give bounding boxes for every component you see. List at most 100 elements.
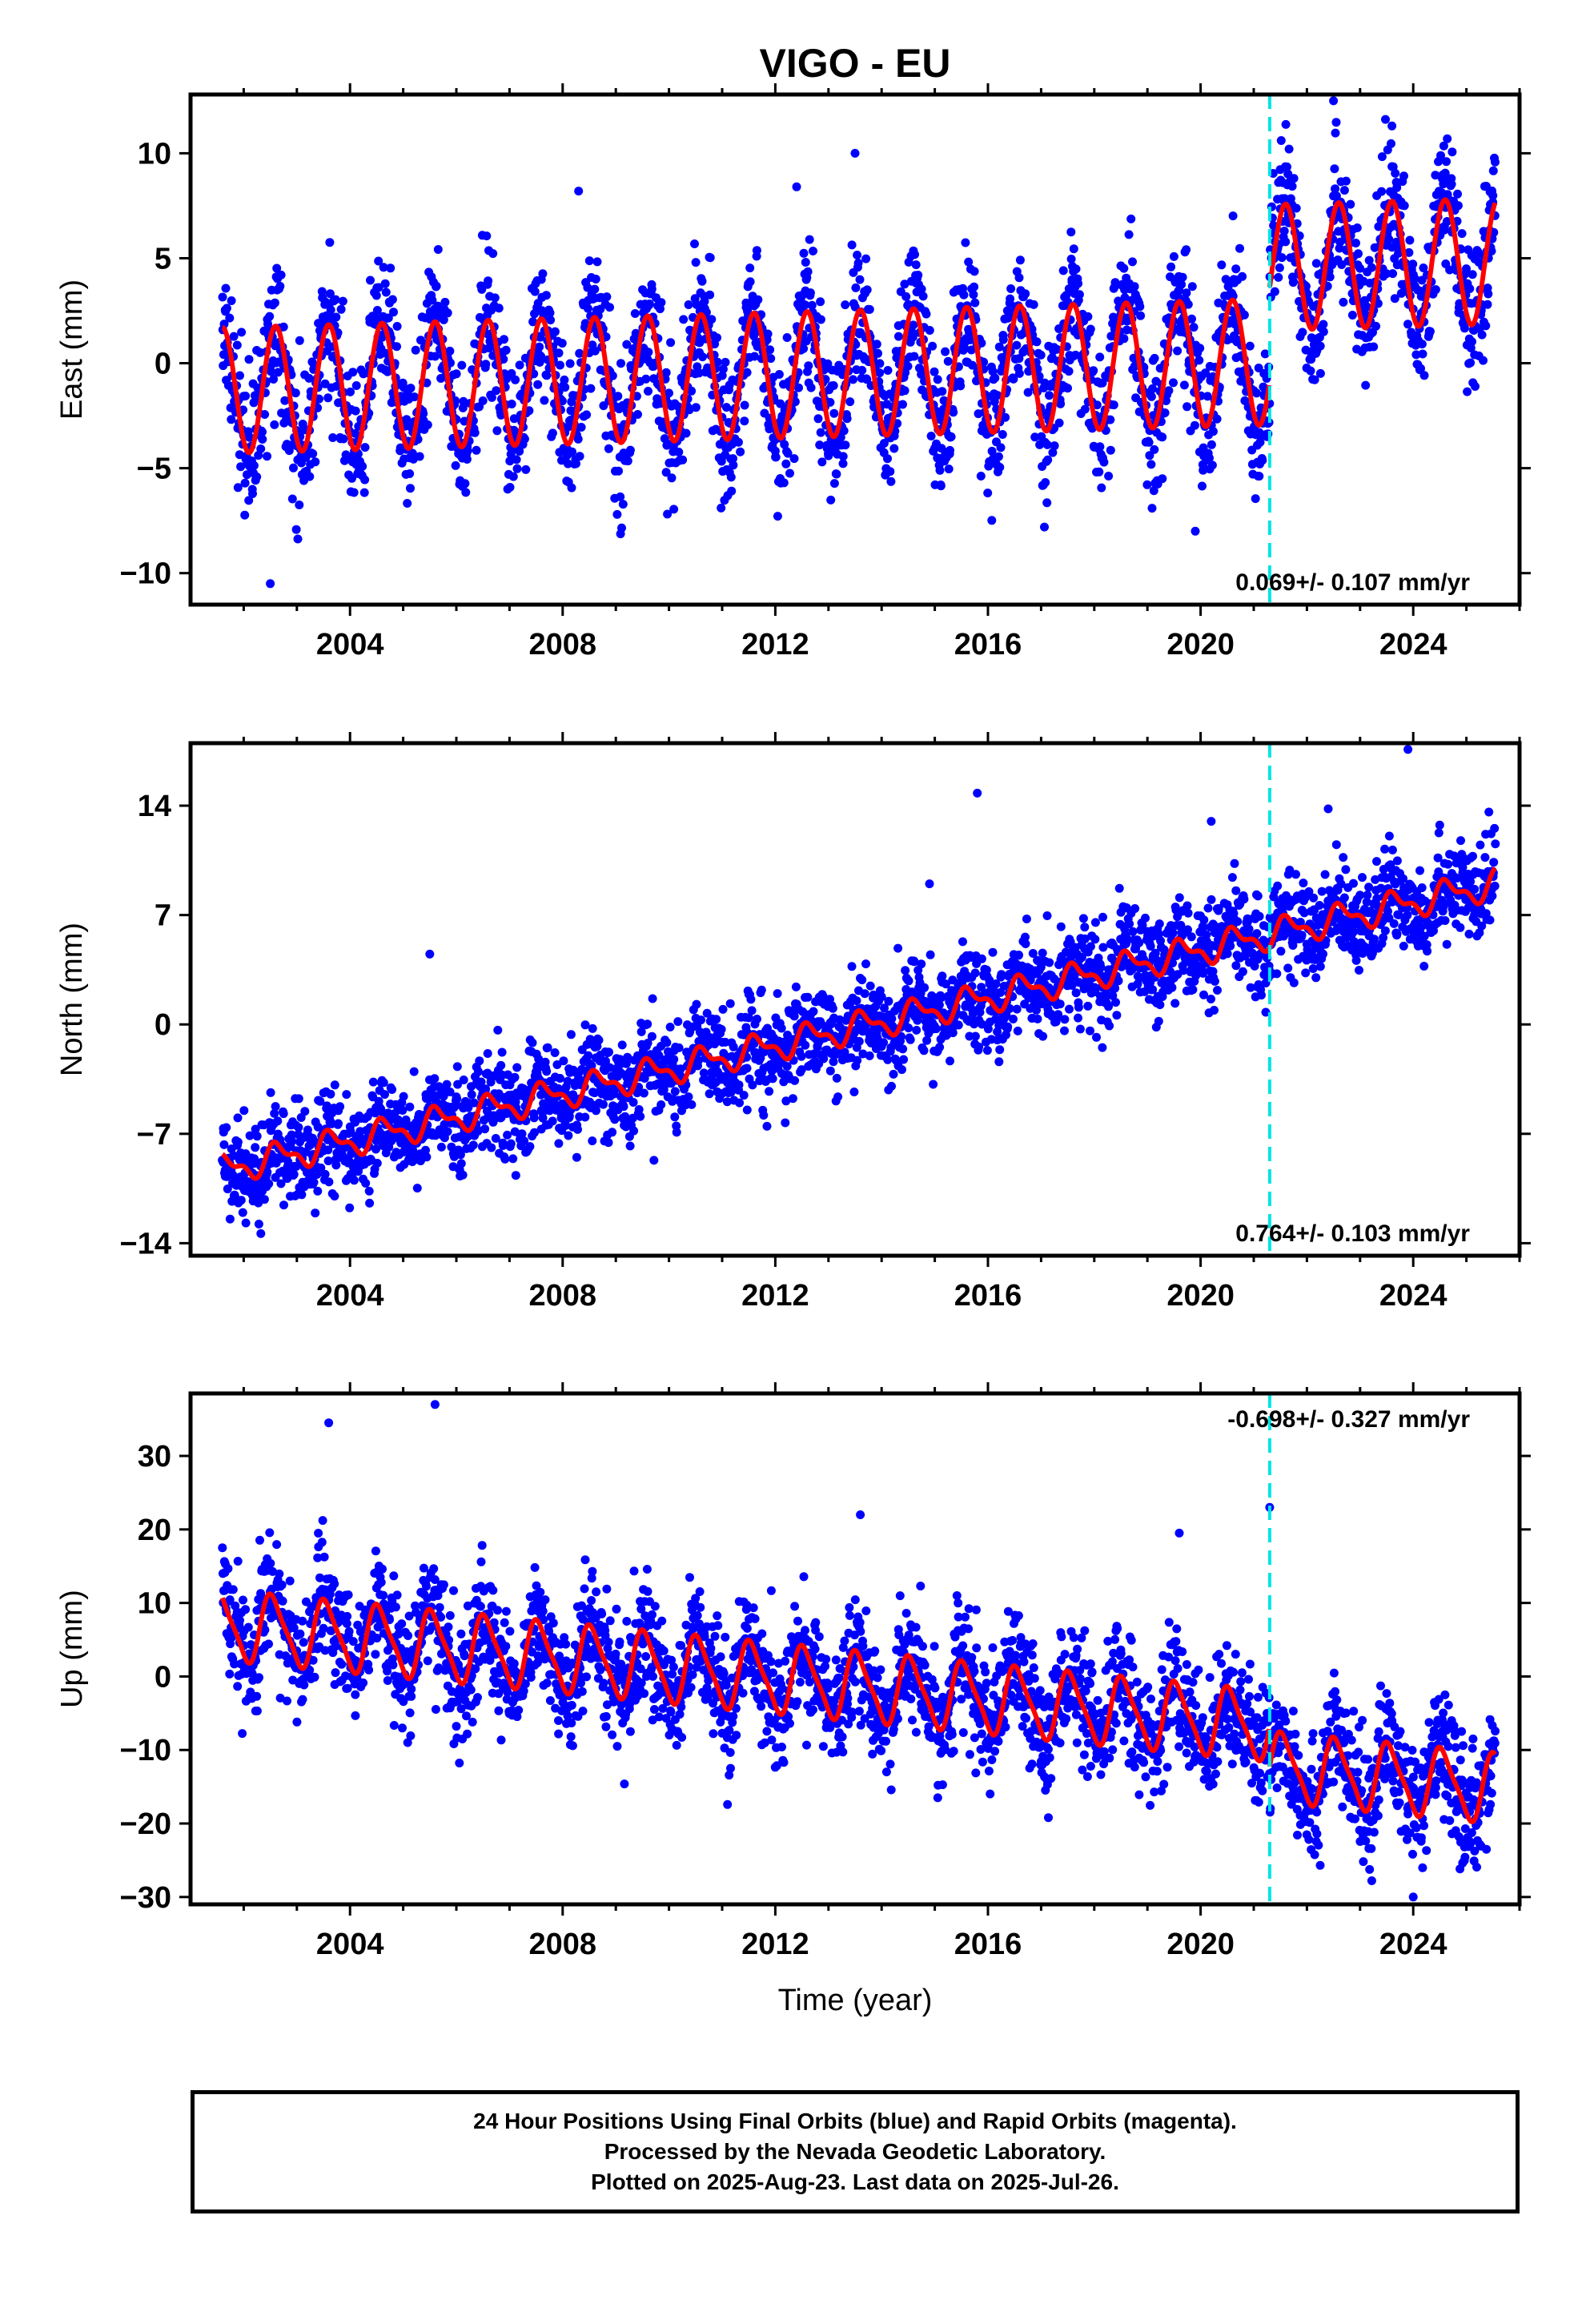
north-data-point — [662, 1038, 672, 1047]
east-data-point — [560, 383, 570, 392]
north-data-point — [483, 1049, 492, 1058]
east-data-point — [1283, 162, 1291, 171]
north-data-point — [865, 981, 875, 991]
north-data-point — [654, 1051, 664, 1060]
north-data-point — [323, 1145, 333, 1155]
north-data-point — [316, 1163, 326, 1172]
east-data-point — [462, 455, 472, 464]
east-data-point — [690, 239, 699, 248]
north-data-point — [564, 1131, 573, 1140]
east-data-point — [1166, 262, 1176, 271]
east-data-point — [763, 329, 773, 339]
east-data-point — [1146, 392, 1156, 401]
north-data-point — [725, 999, 735, 1008]
east-data-point — [272, 263, 282, 273]
east-data-point — [584, 256, 594, 266]
east-model-line — [221, 297, 1272, 456]
north-data-point — [861, 959, 870, 969]
north-data-point — [699, 1068, 709, 1078]
east-data-point — [663, 509, 673, 519]
north-data-point — [684, 1092, 693, 1102]
east-data-point — [1187, 314, 1196, 324]
east-data-point — [241, 392, 251, 400]
north-data-point — [782, 1062, 792, 1071]
east-data-point — [1436, 151, 1445, 160]
east-data-point — [295, 501, 304, 509]
east-data-point — [1106, 445, 1115, 455]
east-data-point — [917, 284, 926, 294]
east-data-point — [862, 375, 872, 384]
north-data-point — [580, 1112, 590, 1122]
east-data-point — [381, 287, 391, 297]
east-data-point — [222, 304, 231, 313]
east-data-point — [535, 342, 544, 352]
north-data-point — [294, 1123, 303, 1132]
east-data-point — [1199, 465, 1208, 475]
north-data-point — [453, 1080, 463, 1089]
east-data-point — [910, 250, 919, 259]
east-data-point — [774, 370, 784, 379]
east-data-point — [1319, 327, 1328, 336]
north-data-point — [665, 1023, 675, 1031]
east-data-point — [406, 484, 415, 493]
north-data-point — [912, 1025, 921, 1035]
east-data-point — [799, 248, 809, 258]
north-data-point — [977, 983, 986, 992]
east-data-point — [1351, 239, 1360, 247]
east-data-point — [1371, 321, 1381, 331]
north-data-point — [1086, 1026, 1094, 1035]
east-data-point — [1042, 440, 1052, 449]
north-data-point — [1045, 958, 1054, 967]
east-data-point — [983, 489, 993, 498]
north-data-point — [572, 1152, 581, 1162]
north-data-point — [744, 1013, 753, 1023]
east-data-point — [1339, 186, 1349, 195]
east-data-point — [235, 450, 244, 460]
east-data-point — [1231, 264, 1241, 274]
east-data-point — [1391, 168, 1400, 178]
north-data-point — [718, 1004, 728, 1014]
east-data-point — [740, 400, 749, 410]
east-data-point — [1148, 384, 1157, 393]
east-data-point — [1074, 290, 1084, 300]
east-data-point — [1443, 134, 1452, 143]
east-data-point — [813, 414, 823, 424]
east-data-point — [512, 464, 522, 473]
north-data-point — [809, 1007, 818, 1016]
north-data-point — [412, 1184, 422, 1193]
east-y-tick-label: 0 — [155, 348, 171, 381]
east-data-point — [1119, 334, 1129, 344]
east-data-point — [1066, 255, 1076, 263]
east-data-point — [507, 400, 516, 408]
east-data-point — [1179, 380, 1189, 390]
north-data-point — [636, 1112, 645, 1121]
north-data-point — [503, 1130, 512, 1140]
north-data-point — [1080, 923, 1090, 932]
east-data-point — [612, 509, 622, 519]
north-data-point — [430, 1074, 440, 1084]
east-data-point — [903, 361, 913, 371]
north-data-point — [880, 1003, 889, 1013]
east-data-point — [829, 408, 839, 418]
east-data-point — [496, 410, 506, 420]
east-data-point — [969, 290, 978, 300]
east-data-point — [563, 459, 572, 468]
north-data-point — [905, 1035, 915, 1044]
north-data-point — [542, 1067, 552, 1076]
east-data-point — [244, 355, 254, 364]
east-data-point — [1275, 263, 1284, 272]
east-data-point — [460, 479, 470, 489]
north-data-point — [833, 1092, 843, 1102]
north-data-point — [252, 1132, 262, 1141]
east-data-point — [512, 455, 521, 464]
east-data-point — [548, 428, 557, 438]
north-data-point — [223, 1184, 232, 1194]
east-data-point — [1260, 349, 1270, 359]
north-data-point — [970, 968, 980, 978]
east-data-point — [1062, 291, 1071, 300]
north-data-point — [1033, 1014, 1042, 1023]
east-outlier-point — [1387, 121, 1397, 131]
east-data-point — [269, 375, 279, 384]
north-data-point — [917, 959, 926, 969]
east-data-point — [1325, 272, 1335, 282]
